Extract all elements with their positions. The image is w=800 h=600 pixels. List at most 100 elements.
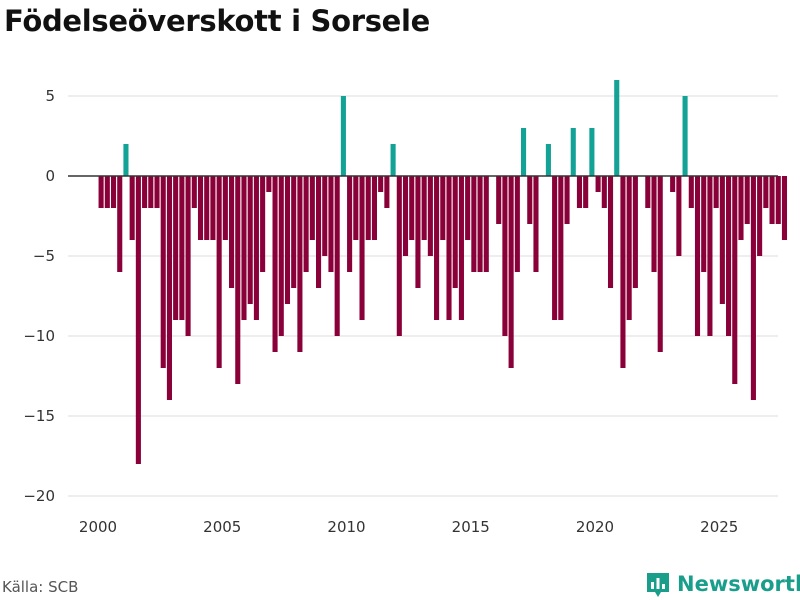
bar xyxy=(645,176,651,208)
bar xyxy=(576,176,583,208)
x-tick-label: 2000 xyxy=(79,518,117,536)
bar xyxy=(309,176,315,240)
bar xyxy=(763,176,769,208)
bar xyxy=(179,176,185,320)
x-tick-label: 2005 xyxy=(203,518,241,536)
bar xyxy=(465,176,471,240)
source-label: Källa: SCB xyxy=(2,578,79,596)
bar xyxy=(651,176,657,272)
bar xyxy=(409,176,415,240)
y-tick-label: −20 xyxy=(23,487,55,505)
bar xyxy=(266,176,272,192)
bar xyxy=(247,176,253,304)
bar xyxy=(676,176,682,256)
bars xyxy=(98,80,788,464)
brand[interactable]: Newsworthy xyxy=(645,570,800,598)
bar xyxy=(272,176,278,352)
bar xyxy=(502,176,508,336)
bar xyxy=(440,176,446,240)
bar xyxy=(278,176,284,336)
bar xyxy=(390,144,396,176)
bar xyxy=(384,176,390,208)
bar xyxy=(316,176,322,288)
bar xyxy=(626,176,632,320)
bar xyxy=(750,176,756,400)
chart-title: Födelseöverskott i Sorsele xyxy=(4,4,431,38)
bar-chart-logo-icon xyxy=(647,573,669,597)
bar xyxy=(359,176,365,320)
bar xyxy=(427,176,433,256)
bar xyxy=(322,176,328,256)
bar xyxy=(483,176,489,272)
bar xyxy=(253,176,259,320)
bar xyxy=(396,176,402,336)
bar xyxy=(477,176,483,272)
bar xyxy=(682,96,688,176)
bar xyxy=(719,176,725,304)
bar xyxy=(328,176,334,272)
bar xyxy=(210,176,216,240)
x-tick-label: 2020 xyxy=(576,518,614,536)
bar xyxy=(670,176,676,192)
y-tick-label: 5 xyxy=(45,87,55,105)
bar xyxy=(110,176,117,208)
bar xyxy=(191,176,197,208)
bar xyxy=(173,176,179,320)
bar xyxy=(135,176,141,464)
bar xyxy=(117,176,123,272)
y-tick-label: 0 xyxy=(45,167,55,185)
bar xyxy=(284,176,291,304)
x-axis-ticks: 2000 2005 2010 2015 2020 2025 xyxy=(79,518,738,536)
bar xyxy=(378,176,384,192)
x-tick-label: 2015 xyxy=(452,518,490,536)
bar xyxy=(241,176,247,320)
bar xyxy=(688,176,694,208)
bar xyxy=(347,176,353,272)
bar xyxy=(154,176,160,208)
bar xyxy=(713,176,719,208)
bar xyxy=(434,176,440,320)
bar xyxy=(775,176,781,224)
bar xyxy=(160,176,166,368)
y-axis-ticks: 5 0 −5 −10 −15 −20 xyxy=(23,87,55,505)
bar xyxy=(694,176,701,336)
bar xyxy=(222,176,228,240)
bar xyxy=(142,176,148,208)
bar xyxy=(98,176,104,208)
bar xyxy=(340,96,346,176)
bar xyxy=(527,176,533,224)
bar xyxy=(303,176,309,272)
bar xyxy=(552,176,558,320)
bar xyxy=(508,176,514,368)
bar xyxy=(514,176,520,272)
bar xyxy=(291,176,297,288)
bar xyxy=(620,176,626,368)
bar xyxy=(365,176,371,240)
bar xyxy=(471,176,477,272)
bar xyxy=(496,176,502,224)
y-tick-label: −10 xyxy=(23,327,55,345)
bar xyxy=(707,176,713,336)
bar xyxy=(726,176,732,336)
bar xyxy=(757,176,763,256)
bar xyxy=(632,176,638,288)
bar xyxy=(235,176,241,384)
bar xyxy=(129,176,135,240)
bar xyxy=(589,128,595,176)
bar xyxy=(334,176,340,336)
bar xyxy=(570,128,576,176)
bar xyxy=(732,176,738,384)
bar xyxy=(564,176,570,224)
bar xyxy=(744,176,750,224)
bar xyxy=(260,176,266,272)
bar xyxy=(657,176,663,352)
bar xyxy=(148,176,154,208)
bar xyxy=(123,144,129,176)
bar xyxy=(229,176,235,288)
bar xyxy=(402,176,409,256)
bar xyxy=(297,176,303,352)
bar xyxy=(545,144,551,176)
bar xyxy=(738,176,744,240)
bar xyxy=(769,176,775,224)
